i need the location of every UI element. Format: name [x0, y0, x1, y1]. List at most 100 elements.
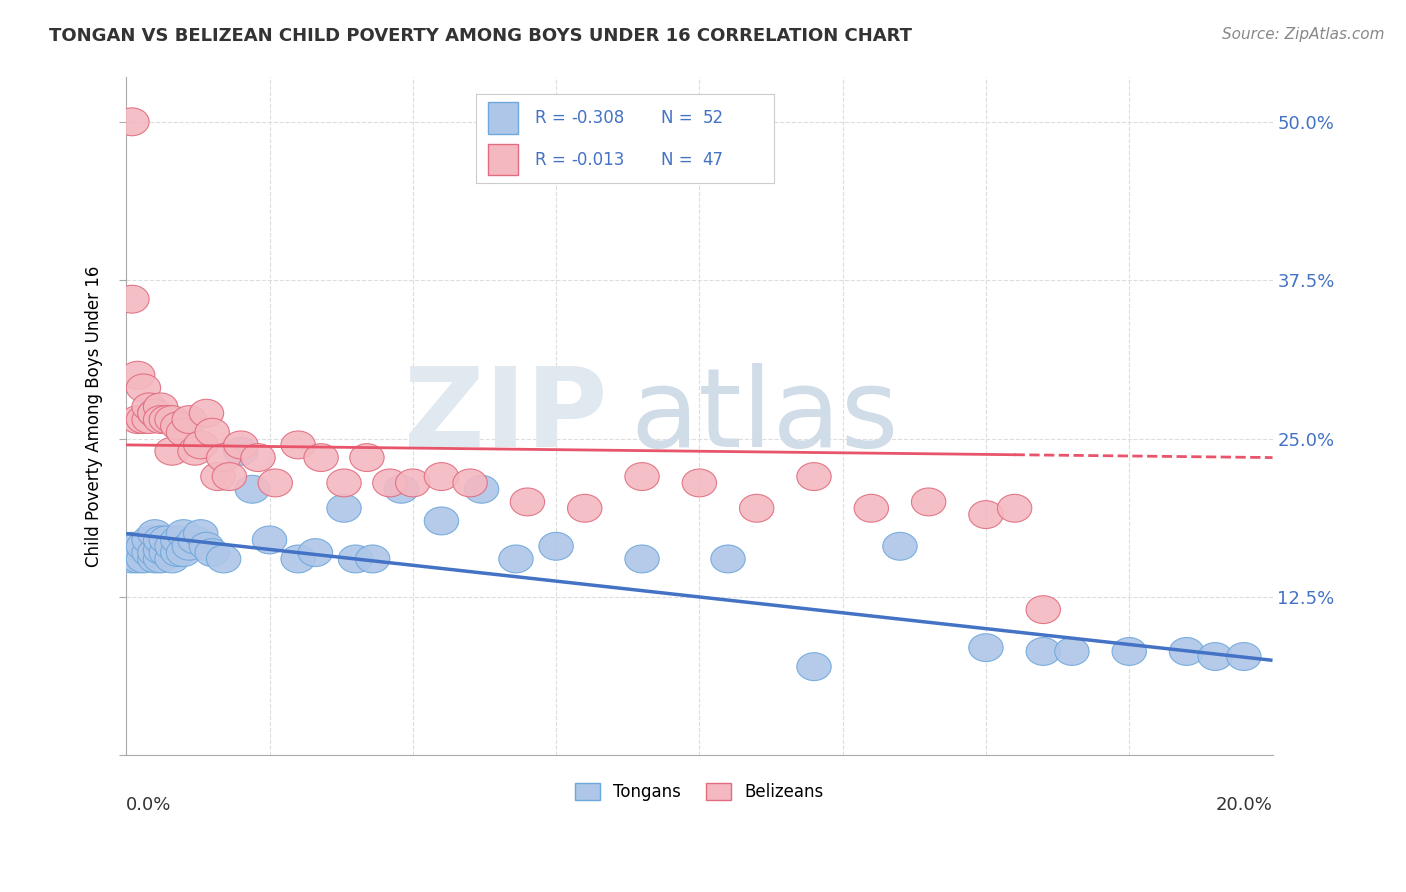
Ellipse shape — [138, 539, 172, 566]
Ellipse shape — [356, 545, 389, 573]
Ellipse shape — [235, 475, 270, 503]
Ellipse shape — [121, 406, 155, 434]
Ellipse shape — [624, 463, 659, 491]
Ellipse shape — [149, 406, 184, 434]
Ellipse shape — [166, 539, 201, 566]
Ellipse shape — [499, 545, 533, 573]
Ellipse shape — [155, 533, 190, 560]
Ellipse shape — [711, 545, 745, 573]
Ellipse shape — [132, 406, 166, 434]
Text: atlas: atlas — [631, 363, 898, 470]
Legend: Tongans, Belizeans: Tongans, Belizeans — [568, 777, 831, 808]
Ellipse shape — [240, 443, 276, 472]
Ellipse shape — [149, 526, 184, 554]
Text: Source: ZipAtlas.com: Source: ZipAtlas.com — [1222, 27, 1385, 42]
Ellipse shape — [339, 545, 373, 573]
Ellipse shape — [883, 533, 917, 560]
Ellipse shape — [538, 533, 574, 560]
Ellipse shape — [115, 108, 149, 136]
Ellipse shape — [160, 526, 195, 554]
Ellipse shape — [138, 545, 172, 573]
Ellipse shape — [224, 431, 259, 458]
Ellipse shape — [259, 469, 292, 497]
Ellipse shape — [384, 475, 419, 503]
Text: TONGAN VS BELIZEAN CHILD POVERTY AMONG BOYS UNDER 16 CORRELATION CHART: TONGAN VS BELIZEAN CHILD POVERTY AMONG B… — [49, 27, 912, 45]
Ellipse shape — [969, 633, 1002, 662]
Ellipse shape — [797, 653, 831, 681]
Ellipse shape — [127, 545, 160, 573]
Ellipse shape — [969, 500, 1002, 529]
Ellipse shape — [121, 545, 155, 573]
Ellipse shape — [127, 533, 160, 560]
Ellipse shape — [797, 463, 831, 491]
Text: 0.0%: 0.0% — [127, 796, 172, 814]
Ellipse shape — [172, 533, 207, 560]
Ellipse shape — [682, 469, 717, 497]
Ellipse shape — [373, 469, 408, 497]
Ellipse shape — [121, 533, 155, 560]
Ellipse shape — [195, 418, 229, 446]
Text: ZIP: ZIP — [405, 363, 607, 470]
Ellipse shape — [172, 406, 207, 434]
Ellipse shape — [138, 520, 172, 548]
Ellipse shape — [624, 545, 659, 573]
Ellipse shape — [425, 507, 458, 535]
Ellipse shape — [155, 545, 190, 573]
Ellipse shape — [298, 539, 333, 566]
Ellipse shape — [132, 393, 166, 421]
Ellipse shape — [1226, 642, 1261, 671]
Ellipse shape — [326, 469, 361, 497]
Ellipse shape — [149, 539, 184, 566]
Ellipse shape — [464, 475, 499, 503]
Ellipse shape — [127, 374, 160, 401]
Ellipse shape — [155, 406, 190, 434]
Ellipse shape — [1198, 642, 1233, 671]
Ellipse shape — [252, 526, 287, 554]
Ellipse shape — [160, 412, 195, 440]
Ellipse shape — [207, 545, 240, 573]
Ellipse shape — [212, 463, 246, 491]
Ellipse shape — [143, 536, 177, 564]
Ellipse shape — [740, 494, 773, 522]
Ellipse shape — [138, 400, 172, 427]
Ellipse shape — [143, 406, 177, 434]
Ellipse shape — [115, 545, 149, 573]
Ellipse shape — [201, 463, 235, 491]
Ellipse shape — [281, 545, 315, 573]
Ellipse shape — [911, 488, 946, 516]
Ellipse shape — [853, 494, 889, 522]
Ellipse shape — [138, 400, 172, 427]
Ellipse shape — [207, 443, 240, 472]
Ellipse shape — [1026, 596, 1060, 624]
Ellipse shape — [350, 443, 384, 472]
Ellipse shape — [177, 437, 212, 466]
Y-axis label: Child Poverty Among Boys Under 16: Child Poverty Among Boys Under 16 — [86, 266, 103, 567]
Ellipse shape — [395, 469, 430, 497]
Ellipse shape — [190, 533, 224, 560]
Ellipse shape — [132, 526, 166, 554]
Ellipse shape — [115, 533, 149, 560]
Ellipse shape — [184, 520, 218, 548]
Ellipse shape — [143, 526, 177, 554]
Ellipse shape — [143, 545, 177, 573]
Ellipse shape — [1170, 638, 1204, 665]
Ellipse shape — [326, 494, 361, 522]
Text: 20.0%: 20.0% — [1216, 796, 1272, 814]
Ellipse shape — [224, 437, 259, 466]
Ellipse shape — [121, 361, 155, 389]
Ellipse shape — [132, 539, 166, 566]
Ellipse shape — [304, 443, 339, 472]
Ellipse shape — [1112, 638, 1146, 665]
Ellipse shape — [177, 526, 212, 554]
Ellipse shape — [195, 539, 229, 566]
Ellipse shape — [115, 285, 149, 313]
Ellipse shape — [281, 431, 315, 458]
Ellipse shape — [425, 463, 458, 491]
Ellipse shape — [453, 469, 488, 497]
Ellipse shape — [1026, 638, 1060, 665]
Ellipse shape — [127, 406, 160, 434]
Ellipse shape — [568, 494, 602, 522]
Ellipse shape — [184, 431, 218, 458]
Ellipse shape — [160, 539, 195, 566]
Ellipse shape — [143, 393, 177, 421]
